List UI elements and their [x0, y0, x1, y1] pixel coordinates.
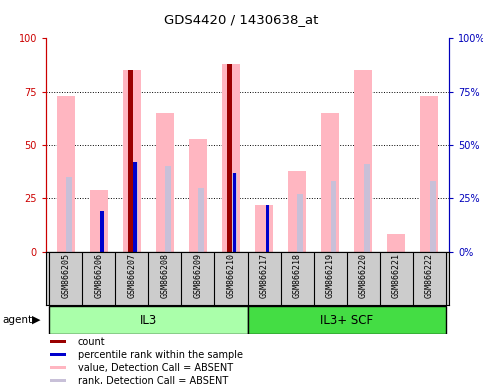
Text: GSM866205: GSM866205 [61, 253, 70, 298]
Text: GDS4420 / 1430638_at: GDS4420 / 1430638_at [164, 13, 319, 26]
Bar [50, 353, 67, 356]
Text: value, Detection Call = ABSENT: value, Detection Call = ABSENT [78, 362, 233, 373]
Text: rank, Detection Call = ABSENT: rank, Detection Call = ABSENT [78, 376, 228, 384]
Bar [321, 113, 339, 252]
Bar [430, 181, 436, 252]
Bar [255, 205, 273, 252]
Text: IL3: IL3 [140, 314, 157, 327]
Text: GSM866221: GSM866221 [392, 253, 401, 298]
Bar [50, 379, 67, 382]
Text: GSM866218: GSM866218 [293, 253, 301, 298]
Bar [288, 170, 306, 252]
Text: agent: agent [2, 315, 32, 325]
Bar [387, 235, 405, 252]
Bar [57, 96, 75, 252]
Text: GSM866207: GSM866207 [128, 253, 136, 298]
Bar [231, 173, 237, 252]
Bar [128, 70, 133, 252]
Bar [189, 139, 207, 252]
Text: count: count [78, 337, 105, 347]
Bar [66, 177, 72, 252]
Bar [132, 162, 138, 252]
Bar [49, 306, 248, 334]
Text: GSM866206: GSM866206 [94, 253, 103, 298]
Bar [165, 166, 171, 252]
Bar [50, 340, 67, 343]
Bar [50, 366, 67, 369]
Bar [123, 70, 141, 252]
Bar [233, 173, 236, 252]
Bar [156, 113, 174, 252]
Text: GSM866219: GSM866219 [326, 253, 335, 298]
Text: GSM866209: GSM866209 [194, 253, 202, 298]
Bar [298, 194, 303, 252]
Text: GSM866217: GSM866217 [259, 253, 269, 298]
Bar [90, 190, 108, 252]
Text: IL3+ SCF: IL3+ SCF [320, 314, 373, 327]
Bar [222, 64, 240, 252]
Bar [364, 164, 369, 252]
Bar [354, 70, 372, 252]
Bar [266, 205, 269, 252]
Text: GSM866208: GSM866208 [160, 253, 170, 298]
Bar [227, 64, 232, 252]
Text: percentile rank within the sample: percentile rank within the sample [78, 350, 243, 360]
Bar [420, 96, 439, 252]
Bar [133, 162, 137, 252]
Bar [248, 306, 446, 334]
Text: GSM866222: GSM866222 [425, 253, 434, 298]
Bar [199, 188, 204, 252]
Bar [100, 211, 104, 252]
Bar [330, 181, 337, 252]
Text: GSM866220: GSM866220 [359, 253, 368, 298]
Text: GSM866210: GSM866210 [227, 253, 236, 298]
Text: ▶: ▶ [32, 315, 41, 325]
